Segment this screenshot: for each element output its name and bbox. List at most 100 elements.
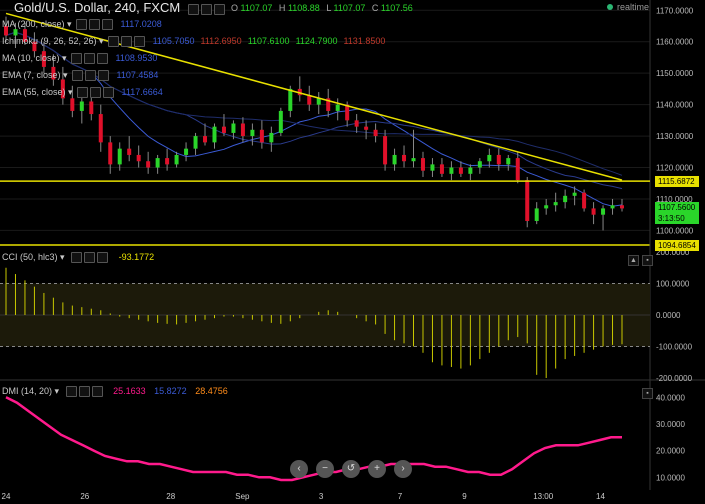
candle (439, 158, 444, 177)
indicator-legend: EMA (55, close) ▾ 1117.6664 (2, 87, 163, 99)
ohlc-value: 1108.88 (287, 3, 320, 13)
candle (259, 120, 264, 149)
candle-body (439, 164, 444, 174)
dmi-title: DMI (14, 20) (2, 386, 53, 396)
candle-body (259, 129, 264, 143)
realtime-label: realtime (617, 2, 650, 12)
candle-body (127, 148, 132, 155)
close-icon[interactable] (213, 4, 225, 16)
candle-body (345, 104, 350, 121)
time-tick-label: 7 (398, 492, 403, 501)
pane-maximize-icon[interactable]: ▪ (642, 255, 653, 266)
close-icon[interactable] (101, 19, 113, 31)
candle-body (193, 136, 198, 149)
ohlc-readout: O 1107.07 H 1108.88 L 1107.07 C 1107.56 (231, 3, 417, 13)
visibility-icon[interactable] (70, 53, 82, 65)
candle-body (13, 29, 18, 36)
candle (525, 176, 530, 228)
indicator-name: EMA (55, close) ▾ (2, 87, 73, 97)
dmi-series (5, 396, 622, 482)
visibility-icon[interactable] (71, 252, 83, 264)
candle-body (203, 136, 208, 143)
visibility-icon[interactable] (187, 4, 199, 16)
candle-body (212, 126, 217, 143)
close-icon[interactable] (91, 386, 103, 398)
price-tick-label: 1120.0000 (656, 164, 694, 173)
candle (383, 129, 388, 171)
close-icon[interactable] (97, 70, 109, 82)
close-icon[interactable] (96, 53, 108, 65)
candle (326, 88, 331, 118)
price-tick-label: 1170.0000 (656, 6, 694, 15)
candle-body (525, 180, 530, 221)
settings-icon[interactable] (88, 19, 100, 31)
candle (335, 98, 340, 121)
candle-body (250, 129, 255, 137)
candle (70, 85, 75, 118)
candle-body (155, 158, 160, 168)
price-tag: 1094.6854 (655, 240, 699, 251)
cci-buttons (71, 252, 110, 264)
settings-icon[interactable] (120, 36, 132, 48)
indicator-value: 1117.6664 (121, 87, 163, 97)
indicator-value: 1108.9530 (115, 53, 158, 63)
pane-separators (0, 0, 705, 490)
candle (117, 142, 122, 171)
candle-body (364, 126, 369, 130)
close-icon[interactable] (102, 87, 114, 99)
close-icon[interactable] (97, 252, 109, 264)
cci-series (0, 267, 650, 378)
settings-icon[interactable] (84, 70, 96, 82)
settings-icon[interactable] (78, 386, 90, 398)
candle (127, 136, 132, 162)
dmi-value-plus: 25.1633 (113, 386, 146, 396)
candle-body (411, 158, 416, 162)
candle (373, 123, 378, 143)
reset-icon[interactable]: ↺ (342, 460, 360, 478)
candle-body (221, 126, 226, 133)
candle (203, 123, 208, 146)
price-tag: 1115.6872 (655, 176, 699, 188)
settings-icon[interactable] (89, 87, 101, 99)
settings-icon[interactable] (200, 4, 212, 16)
indicator-value: 1107.4584 (116, 70, 159, 80)
candle (487, 148, 492, 168)
chevron-right-icon[interactable]: › (394, 460, 412, 478)
candle-body (373, 129, 378, 137)
visibility-icon[interactable] (75, 19, 87, 31)
candle (610, 198, 615, 215)
chevron-left-icon[interactable]: ‹ (290, 460, 308, 478)
price-tick-label: 1160.0000 (656, 38, 694, 47)
visibility-icon[interactable] (65, 386, 77, 398)
candle (98, 104, 103, 152)
settings-icon[interactable] (83, 53, 95, 65)
pane-up-icon[interactable]: ▲ (628, 255, 639, 266)
candle (572, 186, 577, 206)
candlestick-series (4, 16, 624, 231)
price-tick-label: 1130.0000 (656, 132, 694, 141)
close-icon[interactable] (133, 36, 145, 48)
candle (468, 164, 473, 181)
time-tick-label: 9 (462, 492, 467, 501)
time-tick-label: Sep (235, 492, 250, 501)
candle (496, 148, 501, 171)
candle (544, 198, 549, 215)
settings-icon[interactable] (84, 252, 96, 264)
candle-body (496, 154, 501, 165)
plus-icon[interactable]: + (368, 460, 386, 478)
dmi-tick-label: 40.0000 (656, 393, 685, 402)
candle-body (326, 98, 331, 111)
candle-body (563, 195, 568, 203)
minus-icon[interactable]: − (316, 460, 334, 478)
pane-maximize-icon[interactable]: ▪ (642, 388, 653, 399)
candle (392, 148, 397, 171)
visibility-icon[interactable] (107, 36, 119, 48)
time-tick-label: 3 (319, 492, 324, 501)
title-buttons (187, 1, 227, 16)
visibility-icon[interactable] (71, 70, 83, 82)
candle-body (402, 154, 407, 162)
dmi-tick-label: 10.0000 (656, 473, 685, 482)
time-tick-label: 24 (2, 492, 11, 501)
visibility-icon[interactable] (76, 87, 88, 99)
